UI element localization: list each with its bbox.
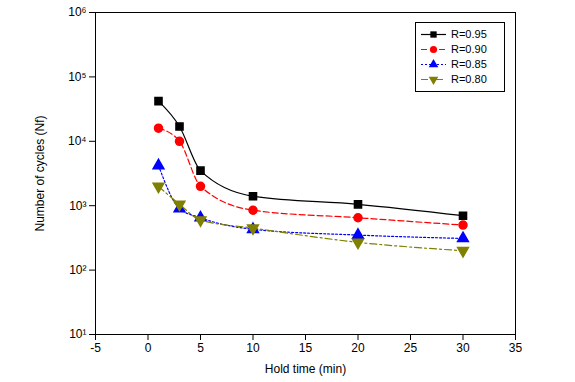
svg-text:10²: 10²: [69, 263, 86, 277]
svg-text:-5: -5: [90, 341, 101, 355]
svg-text:30: 30: [456, 341, 470, 355]
svg-text:10¹: 10¹: [69, 327, 86, 341]
svg-text:Number of cycles (Nf): Number of cycles (Nf): [33, 115, 47, 231]
svg-text:25: 25: [404, 341, 418, 355]
svg-text:R=0.80: R=0.80: [451, 73, 487, 85]
svg-text:Hold time (min): Hold time (min): [265, 362, 346, 376]
svg-text:10⁵: 10⁵: [68, 70, 86, 84]
svg-text:20: 20: [351, 341, 365, 355]
svg-text:5: 5: [197, 341, 204, 355]
svg-text:0: 0: [145, 341, 152, 355]
svg-text:35: 35: [509, 341, 523, 355]
svg-text:10⁴: 10⁴: [68, 134, 87, 148]
svg-text:15: 15: [299, 341, 313, 355]
svg-text:R=0.95: R=0.95: [451, 28, 487, 40]
svg-text:10⁶: 10⁶: [68, 5, 86, 19]
svg-text:10: 10: [246, 341, 260, 355]
svg-text:10³: 10³: [69, 199, 86, 213]
svg-text:R=0.90: R=0.90: [451, 43, 487, 55]
svg-text:R=0.85: R=0.85: [451, 58, 487, 70]
